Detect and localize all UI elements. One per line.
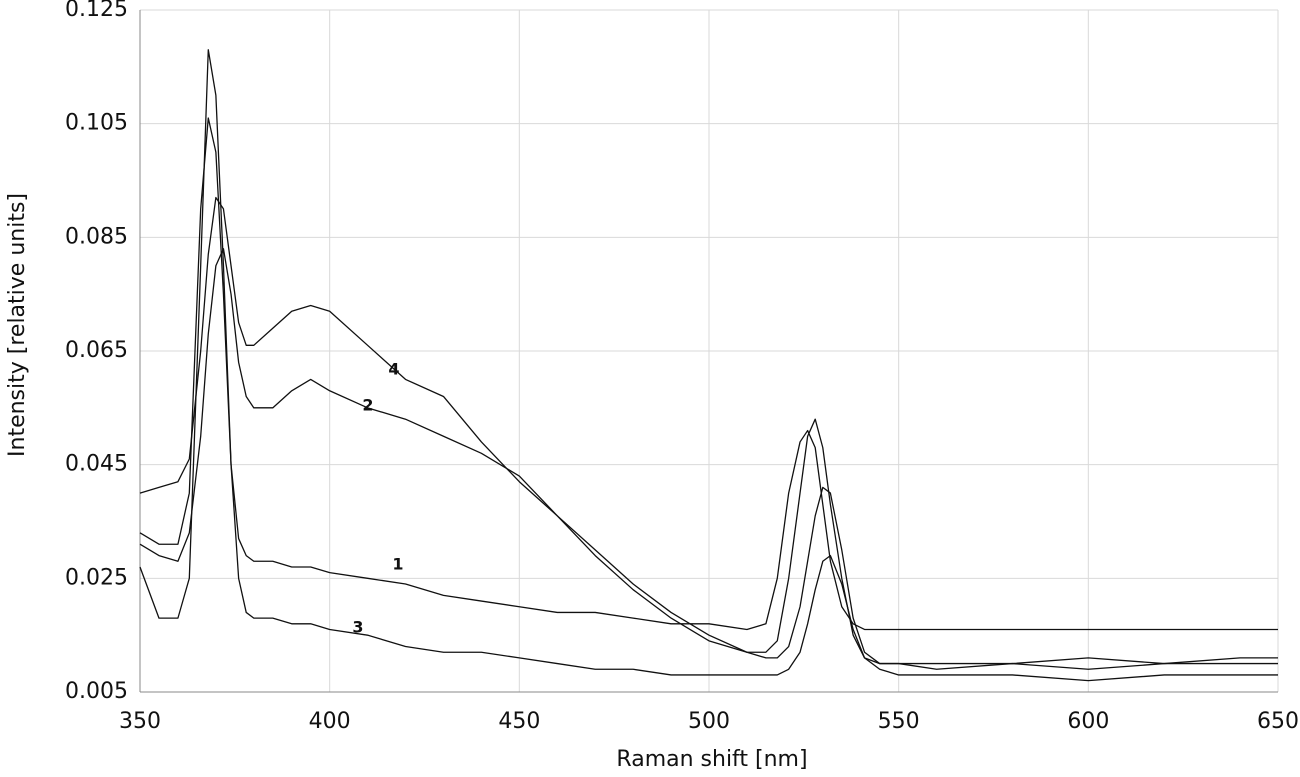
- x-tick-label: 500: [688, 709, 730, 734]
- y-tick-label: 0.005: [65, 679, 128, 704]
- y-axis-label: Intensity [relative units]: [5, 193, 30, 457]
- x-tick-label: 650: [1257, 709, 1299, 734]
- x-tick-label: 600: [1067, 709, 1109, 734]
- series-line: [139, 248, 1278, 670]
- series-label: 1: [392, 555, 403, 574]
- y-tick-label: 0.025: [65, 565, 128, 590]
- y-tick-label: 0.065: [65, 338, 128, 363]
- series-label: 4: [388, 360, 399, 379]
- x-tick-label: 450: [498, 709, 540, 734]
- series-label: 3: [352, 618, 363, 637]
- series-line: [139, 196, 1278, 665]
- x-tick-label: 550: [878, 709, 920, 734]
- y-tick-label: 0.125: [65, 0, 128, 22]
- series-line: [139, 49, 1278, 682]
- x-axis-label: Raman shift [nm]: [616, 747, 807, 772]
- y-tick-label: 0.045: [65, 452, 128, 477]
- series-label: 2: [362, 396, 373, 415]
- x-tick-label: 350: [119, 709, 161, 734]
- y-tick-label: 0.105: [65, 111, 128, 136]
- x-tick-label: 400: [309, 709, 351, 734]
- y-tick-label: 0.085: [65, 224, 128, 249]
